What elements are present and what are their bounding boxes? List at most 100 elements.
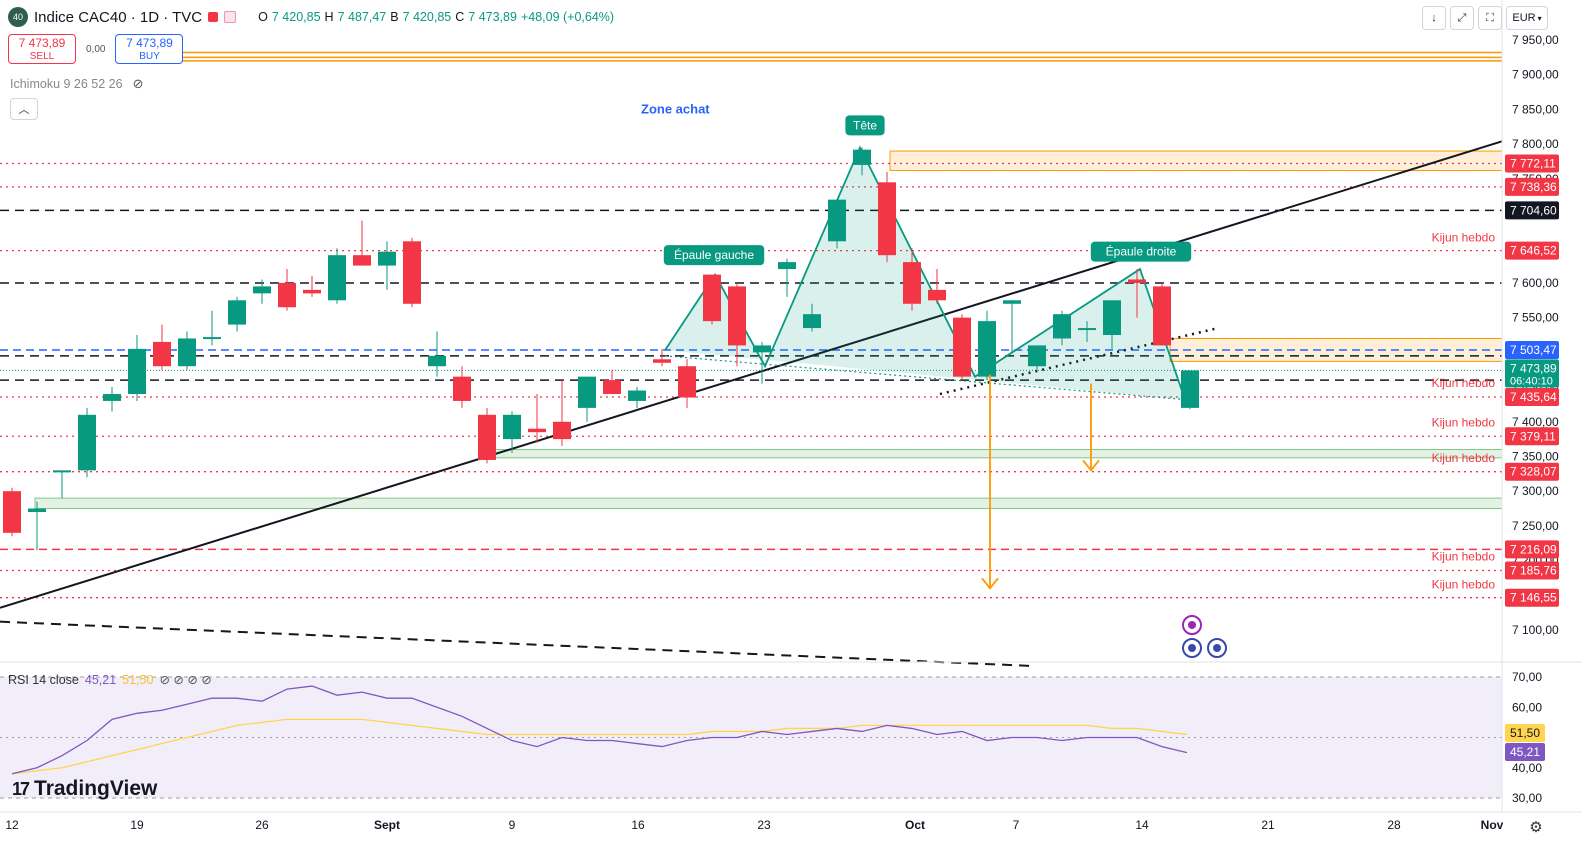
candle-body [1181, 370, 1199, 408]
left-shoulder-label-bg [663, 245, 765, 266]
gear-icon[interactable]: ⚙ [1529, 819, 1543, 836]
candle [978, 310, 996, 381]
buy-price: 7 473,89 [126, 36, 173, 50]
sell-button[interactable]: 7 473,89 SELL [8, 34, 76, 64]
download-icon[interactable]: ↓ [1422, 6, 1446, 30]
candle-body [353, 255, 371, 266]
rsi-ma-line [11, 718, 1188, 775]
candle [703, 274, 721, 325]
candle-body [453, 376, 471, 401]
candle [903, 248, 921, 311]
candle [153, 324, 171, 370]
rsi-value: 45,21 [84, 672, 117, 687]
candle [128, 335, 146, 401]
price-tick-label: 7 250,00 [1512, 519, 1559, 533]
candle [178, 331, 196, 370]
dividend-event-icon [1188, 644, 1196, 652]
candle-body [928, 289, 946, 301]
candle [778, 258, 796, 297]
price-tick-label: 7 400,00 [1512, 415, 1559, 429]
price-tick-label: 7 900,00 [1512, 68, 1559, 82]
ohlc-high: 7 487,47 [337, 10, 387, 24]
rsi-tag [1505, 742, 1545, 761]
symbol-title[interactable]: Indice CAC40 · 1D · TVC [34, 8, 203, 26]
candle-body [3, 491, 21, 533]
candle-body [203, 337, 221, 340]
market-status-pink-icon [224, 11, 237, 23]
price-tag-label: 7 216,09 [1510, 542, 1557, 556]
candle-body [828, 199, 846, 242]
time-tick-label: Oct [905, 818, 925, 832]
candle-body [728, 286, 746, 346]
rsi-legend[interactable]: RSI 14 close 45,21 51,50 ⊘ ⊘ ⊘ ⊘ [8, 672, 212, 688]
time-tick-label: 19 [130, 818, 144, 832]
collapse-legend-button[interactable]: ︿ [10, 98, 38, 120]
candle-body [578, 376, 596, 408]
maximize-icon[interactable]: ⤢ [1450, 6, 1474, 30]
zone-achat-label: Zone achat [641, 102, 710, 117]
candle [503, 411, 521, 453]
ohlc-high-label: H [324, 10, 334, 24]
candle-body [1053, 314, 1071, 339]
candle-body [753, 345, 771, 353]
left-shoulder-label: Épaule gauche [674, 247, 754, 262]
price-tag [1505, 540, 1559, 559]
kijun-hebdo-label: Kijun hebdo [1432, 550, 1496, 564]
candle [428, 331, 446, 377]
candle [228, 296, 246, 332]
candle-body [603, 380, 621, 394]
pattern-neckline [664, 355, 1186, 401]
candle [928, 269, 946, 304]
head-shoulders-fill [665, 147, 1185, 400]
rsi-ma-tag [1505, 723, 1545, 742]
candle [1181, 370, 1199, 410]
candle [1028, 345, 1046, 370]
fullscreen-icon[interactable]: ⛶ [1478, 6, 1502, 30]
rsi-line [11, 685, 1188, 775]
candle-body [378, 251, 396, 266]
candle-body [953, 317, 971, 377]
buy-button[interactable]: 7 473,89 BUY [115, 34, 184, 64]
ichimoku-legend[interactable]: Ichimoku 9 26 52 26 ⊘ [10, 76, 143, 92]
ichimoku-label: Ichimoku 9 26 52 26 [10, 77, 123, 91]
time-tick-label: 23 [757, 818, 771, 832]
price-tag-label: 7 435,64 [1510, 390, 1557, 404]
price-tick-label: 7 100,00 [1512, 623, 1559, 637]
price-tag [1505, 177, 1559, 196]
candle-body [553, 421, 571, 440]
top-toolbar: ↓ ⤢ ⛶ [1422, 6, 1502, 30]
candle [53, 470, 71, 499]
tradingview-logo[interactable]: 17 TradingView [12, 777, 157, 801]
currency-selector[interactable]: EUR ▾ [1506, 6, 1548, 30]
candle-body [103, 394, 121, 401]
candle [678, 359, 696, 408]
time-tick-label: 26 [255, 818, 269, 832]
price-tag [1505, 201, 1559, 220]
candle [403, 237, 421, 308]
candle-body [428, 355, 446, 367]
candle [1103, 300, 1121, 349]
right-shoulder-label: Épaule droite [1106, 244, 1177, 259]
head-label-bg [845, 115, 885, 136]
price-tick-label: 7 300,00 [1512, 484, 1559, 498]
target-arrowhead [981, 577, 999, 590]
kijun-hebdo-label: Kijun hebdo [1432, 577, 1496, 591]
candle [878, 171, 896, 263]
support-zone [34, 497, 1503, 510]
market-status-red-icon [208, 12, 219, 22]
time-tick-label: 14 [1135, 818, 1149, 832]
candle [28, 501, 46, 551]
ohlc-open: 7 420,85 [271, 10, 321, 24]
candle-body [478, 414, 496, 460]
candle-body [878, 182, 896, 256]
time-tick-label: Sept [374, 818, 400, 832]
buy-label: BUY [139, 51, 160, 62]
rsi-tick-label: 60,00 [1512, 700, 1542, 714]
price-tag [1505, 462, 1559, 481]
candle-body [528, 428, 546, 433]
eye-off-icon[interactable]: ⊘ [132, 76, 144, 91]
candle [103, 387, 121, 412]
